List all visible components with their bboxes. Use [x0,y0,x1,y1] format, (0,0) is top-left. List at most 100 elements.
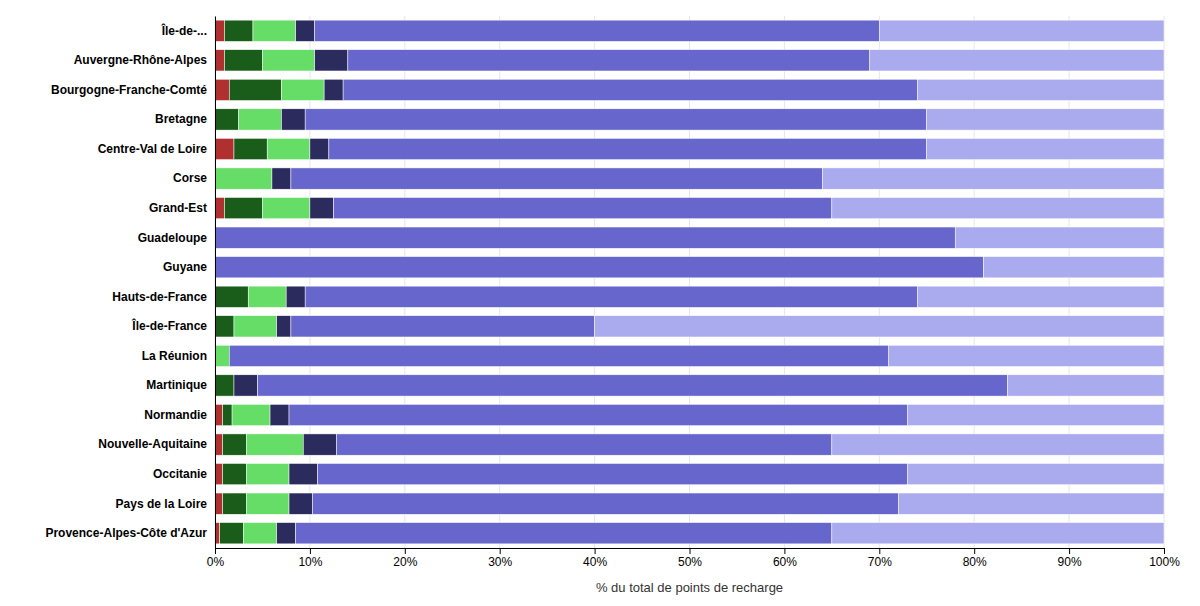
bar [281,109,305,130]
bar [215,434,223,455]
y-tick: Martinique [146,378,207,392]
bars [215,20,1164,544]
x-tick-label: 30% [488,555,512,569]
bar [286,286,305,307]
bar [908,404,1164,425]
bar [315,50,348,71]
bar [229,345,889,366]
bar [291,168,822,189]
bar [232,404,270,425]
bar [289,404,908,425]
bar [310,138,329,159]
bar [215,227,955,248]
bar [313,493,899,514]
bar [832,434,1164,455]
bar [1007,375,1164,396]
y-tick-label: Guyane [163,260,207,274]
bar [315,20,880,41]
x-tick-label: 100% [1149,555,1180,569]
bar [258,375,1008,396]
bar [234,375,258,396]
bar [229,79,281,100]
y-tick-label: La Réunion [142,349,207,363]
bar [291,316,595,337]
x-tick-label: 0% [207,555,225,569]
bar [215,345,229,366]
y-tick: Corse [173,171,207,185]
bar [277,316,291,337]
bar [215,493,223,514]
bar [246,463,289,484]
y-tick-label: Grand-Est [149,201,207,215]
bar [917,286,1164,307]
y-tick-label: Bourgogne-Franche-Comté [51,83,207,97]
y-tick: Normandie [144,408,207,422]
bar [248,286,286,307]
y-tick: Centre-Val de Loire [98,142,208,156]
bar [272,168,291,189]
bar [336,434,831,455]
x-tick-label: 80% [963,555,987,569]
y-tick-label: Île-de-France [131,318,207,333]
bar [215,168,272,189]
y-tick: Pays de la Loire [116,497,208,511]
y-tick: Guyane [163,260,207,274]
y-tick-label: Normandie [144,408,207,422]
bar [289,463,317,484]
bar [329,138,927,159]
y-tick-label: Martinique [146,378,207,392]
x-tick-mark [784,548,785,554]
bar [220,523,244,544]
bar [215,463,223,484]
bar [215,404,223,425]
y-tick-label: Bretagne [155,112,207,126]
bar [324,79,343,100]
bar [215,138,234,159]
bar [281,79,324,100]
x-tick: 80% [963,548,987,569]
y-tick: La Réunion [142,349,207,363]
bar [215,316,234,337]
y-tick-label: Occitanie [153,467,207,481]
x-tick: 70% [868,548,892,569]
bar [822,168,1164,189]
x-tick-mark [974,548,975,554]
y-tick: Grand-Est [149,201,207,215]
bar [832,523,1164,544]
x-tick-mark [405,548,406,554]
x-tick-mark [215,548,216,554]
bar [215,375,234,396]
y-tick: Guadeloupe [138,231,208,245]
bar [898,493,1164,514]
bar [253,20,296,41]
bar [870,50,1164,71]
bar [303,434,336,455]
bar [927,109,1164,130]
y-tick-label: Centre-Val de Loire [98,142,208,156]
x-tick: 90% [1058,548,1082,569]
y-tick-label: Corse [173,171,207,185]
y-tick: Nouvelle-Aquitaine [98,437,207,451]
y-tick-label: Île-de-... [161,23,207,38]
bar [296,523,832,544]
bar [224,50,262,71]
x-tick: 30% [488,548,512,569]
x-tick-mark [690,548,691,554]
series [215,20,324,544]
y-axis: Île-de-... Auvergne-Rhône-Alpes Bourgogne-… [45,17,215,549]
bar [955,227,1164,248]
plot: 0%10%20%30%40%50%60%70%80%90%100%Île-de-… [45,16,1180,569]
bar [224,20,252,41]
x-tick-mark [879,548,880,554]
bar [262,197,309,218]
bar [246,493,289,514]
bar [224,197,262,218]
y-tick-label: Auvergne-Rhône-Alpes [74,53,208,67]
x-tick-label: 60% [773,555,797,569]
x-tick-mark [500,548,501,554]
y-axis-line [215,17,216,549]
x-tick: 40% [583,548,607,569]
x-tick: 100% [1149,548,1180,569]
bar [289,493,313,514]
bar [215,197,224,218]
